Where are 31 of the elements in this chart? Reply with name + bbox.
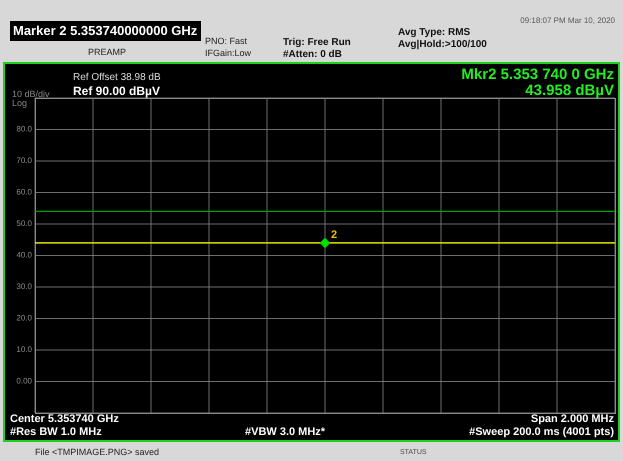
text: Avg|Hold:>100/100	[398, 39, 487, 50]
y-tick-label: 10.0	[16, 345, 33, 354]
annotation: Ref 90.00 dBµV	[73, 84, 160, 98]
annotation: 43.958 dBµV	[525, 82, 614, 99]
y-tick-label: 60.0	[16, 188, 33, 196]
text: Trig: Free Run	[283, 37, 351, 48]
y-tick-label: 50.0	[16, 219, 33, 228]
text: #VBW 3.0 MHz*	[245, 426, 326, 438]
annotation: 10 dB/div	[12, 89, 50, 99]
text: IFGain:Low	[205, 48, 252, 58]
annotation: Center 5.353740 GHz	[10, 413, 119, 425]
y-tick-label: 30.0	[16, 282, 33, 291]
text: Avg Type: RMS	[398, 27, 470, 38]
text: #Res BW 1.0 MHz	[10, 426, 102, 438]
y-tick-label: 40.0	[16, 250, 33, 260]
y-tick-label: 80.0	[16, 124, 33, 134]
text: #Sweep 200.0 ms (4001 pts)	[469, 426, 614, 438]
text: Log	[12, 98, 28, 108]
y-tick-label: 70.0	[16, 156, 33, 165]
y-tick-label: 0.00	[16, 376, 33, 386]
text: PNO: Fast	[205, 36, 248, 46]
text: 09:18:07 PM Mar 10, 2020	[520, 16, 615, 25]
text: PREAMP	[88, 47, 126, 57]
y-tick-label: 20.0	[16, 314, 33, 322]
text: #Atten: 0 dB	[283, 49, 342, 60]
text: Mkr2 5.353 740 0 GHz	[461, 66, 614, 83]
chart-title: Marker 2 5.353740000000 GHz	[10, 21, 201, 41]
text: Ref Offset 38.98 dB	[73, 72, 161, 83]
annotation: 2	[330, 229, 338, 242]
annotation: Span 2.000 MHz	[530, 413, 614, 425]
text: File <TMPIMAGE.PNG> saved	[35, 447, 160, 457]
